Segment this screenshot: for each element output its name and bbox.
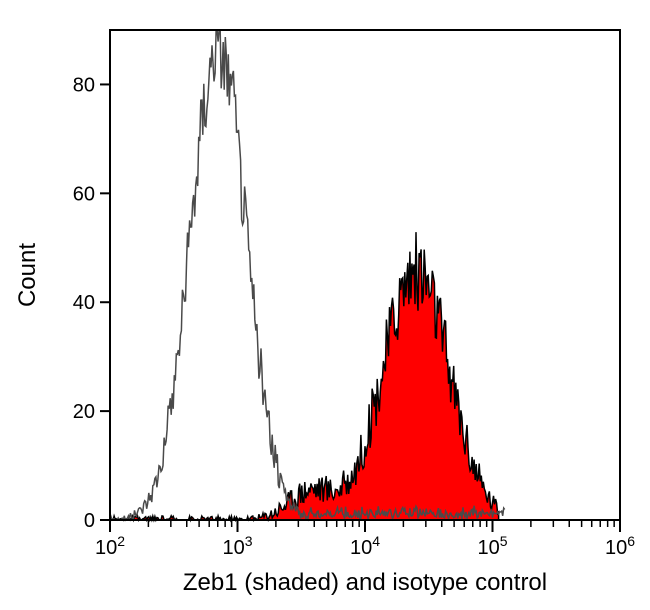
y-tick-label: 40 — [73, 292, 95, 314]
x-tick-label: 105 — [477, 533, 507, 559]
x-tick-label: 106 — [605, 533, 635, 559]
y-tick-label: 80 — [73, 74, 95, 96]
x-tick-label: 102 — [95, 533, 125, 559]
chart-svg: 102 103 104 105 106 Zeb1 (shaded) and isotype… — [0, 0, 650, 610]
y-axis-label: Count — [14, 243, 41, 307]
y-tick-label: 0 — [84, 510, 95, 532]
x-axis-label: Zeb1 (shaded) and isotype control — [183, 569, 547, 596]
y-tick-label: 60 — [73, 183, 95, 205]
histogram-chart: 102 103 104 105 106 Zeb1 (shaded) and isotype… — [0, 0, 650, 610]
series-Zeb1 — [110, 232, 499, 520]
y-tick-label: 20 — [73, 401, 95, 423]
x-tick-label: 103 — [222, 533, 252, 559]
x-tick-label: 104 — [350, 533, 380, 559]
